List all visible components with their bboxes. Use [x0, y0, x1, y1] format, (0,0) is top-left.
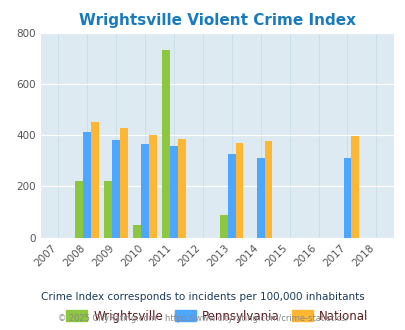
Title: Wrightsville Violent Crime Index: Wrightsville Violent Crime Index — [79, 13, 355, 28]
Bar — [112, 140, 119, 238]
Bar — [119, 128, 127, 238]
Bar — [177, 139, 185, 238]
Bar — [104, 181, 112, 238]
Bar — [141, 144, 148, 238]
Text: Crime Index corresponds to incidents per 100,000 inhabitants: Crime Index corresponds to incidents per… — [41, 292, 364, 302]
Text: © 2025 CityRating.com - https://www.cityrating.com/crime-statistics/: © 2025 CityRating.com - https://www.city… — [58, 314, 347, 323]
Bar — [75, 181, 83, 238]
Bar — [256, 157, 264, 238]
Bar — [343, 157, 351, 238]
Bar — [220, 214, 227, 238]
Bar — [133, 225, 141, 238]
Bar — [264, 142, 272, 238]
Legend: Wrightsville, Pennsylvania, National: Wrightsville, Pennsylvania, National — [62, 305, 372, 327]
Bar — [235, 144, 243, 238]
Bar — [227, 154, 235, 238]
Bar — [351, 136, 358, 238]
Bar — [169, 146, 177, 238]
Bar — [91, 122, 98, 238]
Bar — [162, 50, 169, 238]
Bar — [148, 135, 156, 238]
Bar — [83, 132, 91, 238]
